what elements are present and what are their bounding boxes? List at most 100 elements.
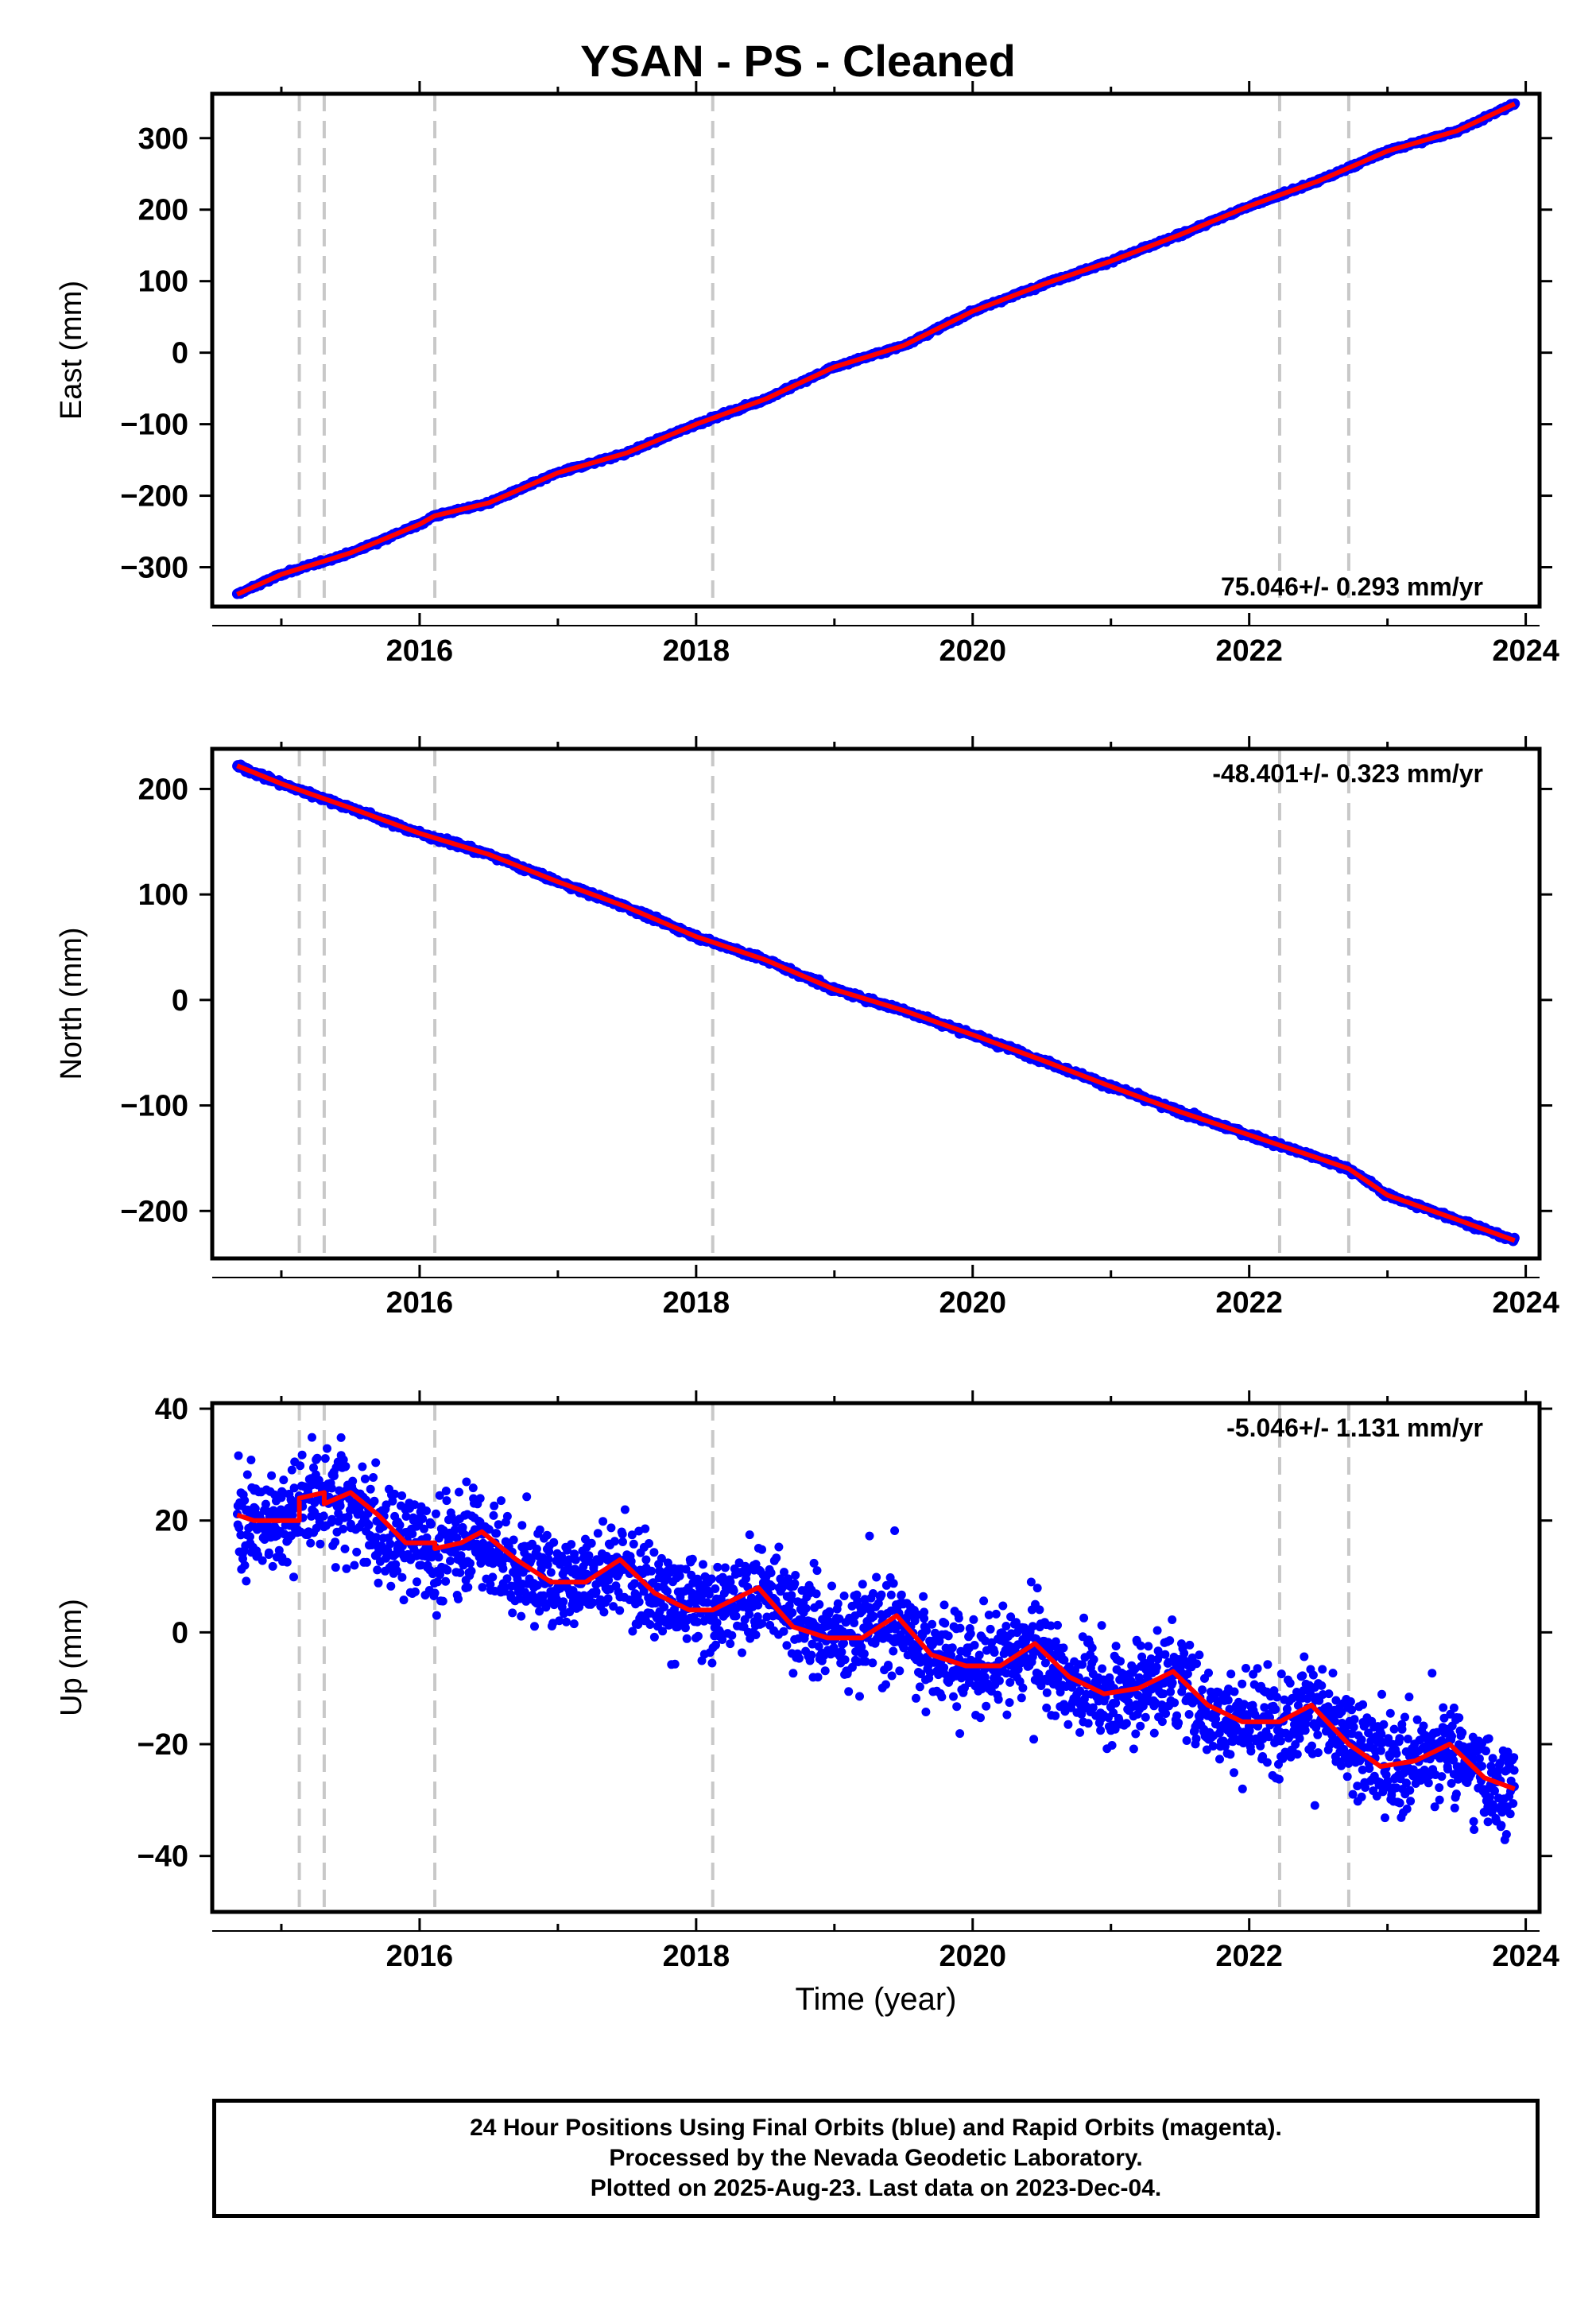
up-point <box>692 1617 702 1627</box>
up-point <box>787 1591 796 1600</box>
up-point <box>1087 1643 1097 1653</box>
up-point <box>979 1596 989 1606</box>
up-point <box>1096 1726 1106 1735</box>
up-point <box>422 1533 432 1542</box>
up-point <box>432 1611 441 1620</box>
up-point <box>366 1484 375 1494</box>
up-point <box>306 1538 316 1548</box>
up-point <box>703 1598 712 1607</box>
up-point <box>502 1574 512 1584</box>
up-point <box>475 1494 485 1503</box>
up-point <box>720 1563 730 1572</box>
up-point <box>861 1657 870 1666</box>
east-y-tick-label: 0 <box>172 337 188 370</box>
up-point <box>1032 1584 1042 1593</box>
north-x-tick-label: 2020 <box>939 1286 1006 1320</box>
up-point <box>565 1607 575 1617</box>
up-point <box>1051 1711 1060 1720</box>
north-x-tick-label: 2024 <box>1492 1286 1559 1320</box>
up-point <box>552 1595 561 1603</box>
up-point <box>593 1529 602 1538</box>
up-point <box>980 1673 990 1682</box>
up-point <box>886 1590 896 1599</box>
up-point <box>704 1589 714 1599</box>
up-point <box>868 1658 877 1668</box>
up-point <box>1079 1613 1089 1623</box>
up-point <box>242 1470 252 1479</box>
up-point <box>990 1648 999 1658</box>
up-point <box>1136 1721 1145 1731</box>
up-point <box>718 1635 727 1644</box>
up-point <box>1017 1693 1026 1703</box>
up-point <box>1107 1741 1117 1750</box>
up-point <box>264 1548 273 1557</box>
north-y-tick-label: 100 <box>138 878 188 912</box>
up-point <box>441 1487 451 1495</box>
up-point <box>1002 1710 1012 1720</box>
up-point <box>422 1506 431 1515</box>
up-point <box>675 1571 684 1580</box>
up-point <box>455 1487 463 1497</box>
up-point <box>645 1620 655 1629</box>
up-point <box>364 1520 374 1530</box>
up-point <box>753 1600 763 1610</box>
up-point <box>626 1557 636 1566</box>
up-point <box>358 1462 367 1471</box>
north-panel: 2016 2018 2020 2022 20242001000−100−200North… <box>55 736 1559 1320</box>
up-point <box>610 1537 619 1546</box>
up-point <box>858 1580 867 1589</box>
up-point <box>569 1619 579 1629</box>
up-point <box>767 1581 777 1591</box>
up-point <box>1111 1698 1121 1708</box>
up-point <box>639 1587 649 1596</box>
up-point <box>840 1655 850 1665</box>
up-point <box>289 1572 298 1582</box>
up-point <box>555 1616 564 1626</box>
up-point <box>1042 1703 1052 1712</box>
up-point <box>895 1666 905 1676</box>
up-point <box>502 1511 512 1521</box>
up-point <box>615 1606 625 1615</box>
up-point <box>234 1523 244 1533</box>
up-point <box>246 1532 254 1541</box>
up-point <box>468 1483 478 1493</box>
up-point <box>890 1526 900 1535</box>
up-point <box>500 1583 509 1592</box>
up-point <box>401 1512 411 1521</box>
up-point <box>296 1461 305 1471</box>
up-point <box>881 1680 890 1689</box>
up-point <box>535 1607 544 1616</box>
up-point <box>591 1587 601 1596</box>
up-point <box>1026 1577 1036 1587</box>
up-point <box>920 1607 929 1617</box>
up-point <box>984 1611 994 1619</box>
up-point <box>662 1587 672 1596</box>
up-point <box>1040 1658 1050 1668</box>
chart-title: YSAN - PS - Cleaned <box>580 36 1016 86</box>
up-point <box>497 1496 506 1506</box>
up-point <box>922 1626 932 1635</box>
up-point <box>753 1612 762 1622</box>
up-point <box>986 1624 995 1634</box>
up-point <box>825 1607 835 1616</box>
north-rate-label: -48.401+/- 0.323 mm/yr <box>1212 759 1483 788</box>
up-point <box>815 1599 824 1609</box>
up-point <box>418 1514 428 1523</box>
up-point <box>947 1650 956 1660</box>
up-point <box>1151 1698 1160 1708</box>
up-point <box>649 1632 659 1642</box>
up-point <box>812 1589 821 1599</box>
up-point <box>889 1579 898 1588</box>
up-point <box>450 1525 459 1534</box>
up-point <box>340 1544 350 1553</box>
up-point <box>889 1646 898 1656</box>
up-point <box>467 1566 476 1576</box>
up-point <box>544 1554 553 1564</box>
up-point <box>438 1596 447 1606</box>
up-point <box>947 1643 957 1653</box>
up-point <box>588 1598 598 1607</box>
up-point <box>887 1671 897 1681</box>
up-point <box>427 1519 436 1529</box>
up-point <box>1028 1622 1037 1631</box>
up-point <box>618 1530 627 1539</box>
